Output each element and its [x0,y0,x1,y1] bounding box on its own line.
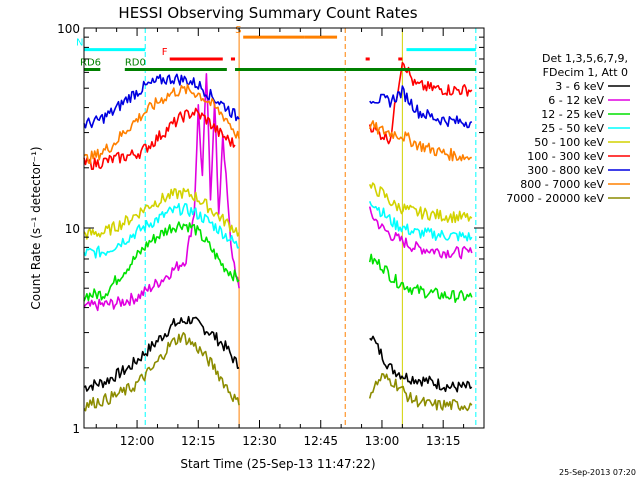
flag-S-label: S [235,25,241,36]
legend-label-2: 12 - 25 keV [541,108,604,121]
series-5-segment-1 [368,61,473,145]
series-1 [83,73,473,312]
series-0-segment-1 [369,335,473,393]
series-2-segment-0 [83,221,240,302]
series-6-segment-0 [83,73,240,129]
legend-label-3: 25 - 50 keV [541,122,604,135]
series-8-segment-1 [368,372,473,412]
legend-label-4: 50 - 100 keV [534,136,604,149]
series-3 [83,200,473,259]
timestamp: 25-Sep-2013 07:20 [559,468,636,477]
flag-N-label: N [76,38,83,49]
series-5-segment-0 [83,107,236,170]
legend-label-8: 7000 - 20000 keV [506,192,604,205]
flag-RD0-label: RD0 [125,58,146,69]
legend-label-1: 6 - 12 keV [548,94,604,107]
series-8-segment-0 [83,331,240,412]
series-2 [83,221,473,304]
y-axis: 1 10 100 [57,22,484,436]
series-3-segment-1 [368,200,473,242]
flag-S: S [235,25,338,39]
x-axis: 12:00 12:15 12:30 12:45 13:00 13:15 [95,28,465,448]
x-tick-label-4: 13:00 [365,434,400,448]
flag-F-label: F [162,47,168,58]
series-4 [83,182,473,240]
series-3-segment-0 [83,203,240,259]
legend-label-6: 300 - 800 keV [527,164,604,177]
series-5 [83,61,473,170]
series-6-segment-1 [369,85,473,129]
series-4-segment-1 [368,182,473,224]
x-axis-label: Start Time (25-Sep-13 11:47:22) [180,457,375,471]
y-tick-label-0: 1 [72,422,80,436]
legend-label-7: 800 - 7000 keV [520,178,604,191]
plot-area: N F S RD0 RD6 [76,25,477,428]
series-1-segment-1 [368,206,473,260]
chart-title: HESSI Observing Summary Count Rates [118,4,417,22]
legend: Det 1,3,5,6,7,9, FDecim 1, Att 0 3 - 6 k… [506,52,630,205]
y-tick-label-1: 10 [65,222,80,236]
x-tick-label-0: 12:00 [120,434,155,448]
flag-RD0: RD0 [124,58,476,72]
series-0 [83,315,473,393]
flag-F: F [162,47,403,61]
series-2-segment-1 [368,253,473,304]
series-6 [83,73,473,129]
legend-label-0: 3 - 6 keV [555,80,604,93]
legend-header-line-1: Det 1,3,5,6,7,9, [542,52,628,65]
series-7 [83,83,472,165]
series-7-segment-1 [368,120,472,162]
flag-N: N [76,38,476,52]
series-1-segment-0 [83,73,240,312]
y-axis-label: Count Rate (s⁻¹ detector⁻¹) [29,146,43,309]
x-tick-label-3: 12:45 [303,434,338,448]
legend-label-5: 100 - 300 keV [527,150,604,163]
flag-RD6: RD6 [80,58,101,72]
legend-header-line-2: FDecim 1, Att 0 [543,66,628,79]
series-4-segment-0 [83,187,240,240]
x-tick-label-1: 12:15 [181,434,216,448]
x-tick-label-2: 12:30 [242,434,277,448]
series-0-segment-0 [83,315,240,392]
series-7-segment-0 [83,83,240,165]
flag-RD6-label: RD6 [80,58,101,69]
series-8 [83,331,473,412]
x-tick-label-5: 13:15 [426,434,461,448]
y-tick-label-2: 100 [57,22,80,36]
